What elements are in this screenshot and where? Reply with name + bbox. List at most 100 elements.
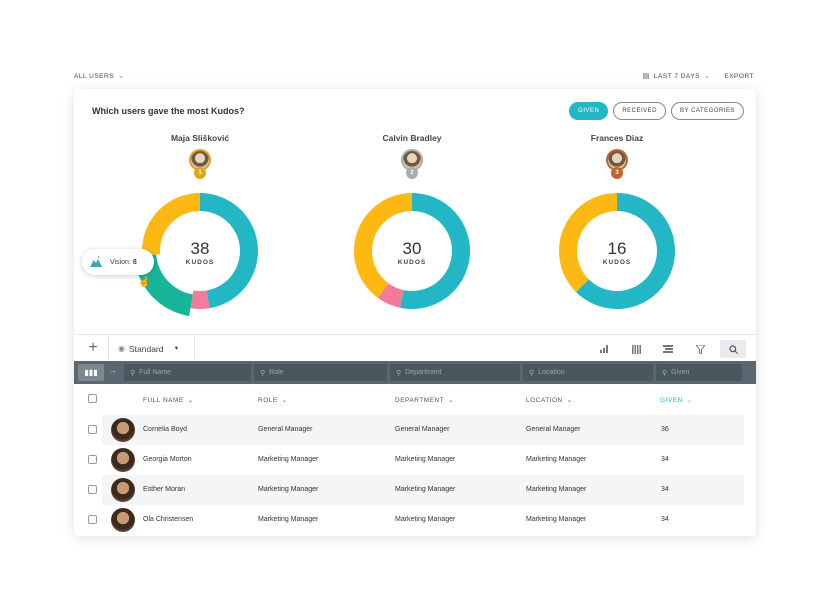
table-row[interactable]: Georgia Morton Marketing Manager Marketi… [74,445,756,475]
donut-slice[interactable] [377,283,404,308]
tooltip-label: Vision: [110,258,133,266]
cell-role: General Manager [258,426,313,433]
select-all-checkbox[interactable] [88,394,97,403]
cell-given: 36 [661,426,669,433]
add-icon[interactable]: + [88,339,98,356]
date-range-dropdown[interactable]: ▤ LAST 7 DAYS ⌄ [642,72,711,81]
donut-user-name: Calvin Bradley [382,133,442,143]
columns-icon[interactable] [620,340,652,358]
column-header-role[interactable]: ROLE ⌄ [258,396,288,405]
avatar [111,478,135,502]
column-header-label: ROLE [258,396,278,404]
view-select[interactable]: ◉ Standard ▼ [108,335,195,362]
donut-slice[interactable] [142,193,200,256]
department-filter[interactable]: ⚲ Department [390,364,520,381]
search-icon: ⚲ [260,369,266,377]
donut-block: Maja Slišković 1 [135,133,265,183]
cell-given: 34 [661,486,669,493]
full-name-filter[interactable]: ⚲ Full Name [124,364,251,381]
top-bar: ALL USERS ⌄ ▤ LAST 7 DAYS ⌄ EXPORT [74,71,756,83]
donut-center: 38 KUDOS [160,239,240,266]
cell-given: 34 [661,456,669,463]
table-header: FULL NAME ⌄ ROLE ⌄ DEPARTMENT ⌄ LOCATION ⌄ G… [74,386,756,412]
search-icon: ⚲ [529,369,535,377]
table-row[interactable]: Esther Moran Marketing Manager Marketing… [74,475,756,505]
row-checkbox[interactable] [88,425,97,434]
donut-total: 38 [190,239,210,258]
donut-slice[interactable] [354,193,412,298]
eye-icon: ◉ [118,344,125,353]
cell-full-name: Georgia Morton [143,456,192,463]
filter-icon[interactable] [684,340,716,358]
card-title: Which users gave the most Kudos? [92,106,245,116]
search-icon: ⚲ [396,369,402,377]
avatar [111,508,135,532]
cell-location: Marketing Manager [526,456,587,463]
donut-center: 16 KUDOS [577,239,657,266]
caret-down-icon: ▼ [173,345,180,352]
silver-medal-icon: 2 [406,167,418,179]
group-icon[interactable] [652,340,684,358]
avatar [111,448,135,472]
user-filter-dropdown[interactable]: ALL USERS ⌄ [74,72,124,81]
cell-location: General Manager [526,426,581,433]
donut-slice[interactable] [575,193,675,309]
toggle-received[interactable]: RECEIVED [613,102,667,120]
column-header-department[interactable]: DEPARTMENT ⌄ [395,396,455,405]
chevron-down-icon: ⌄ [704,73,711,80]
date-range-label: LAST 7 DAYS [653,72,701,80]
donut-total: 16 [607,239,627,258]
cell-role: Marketing Manager [258,456,319,463]
cell-location: Marketing Manager [526,516,587,523]
search-icon[interactable] [720,340,746,358]
donut-unit: KUDOS [397,259,427,266]
pointer-cursor-icon: ☝ [138,277,151,288]
column-header-location[interactable]: LOCATION ⌄ [526,396,573,405]
chevron-down-icon: ⌄ [281,397,288,404]
table-row[interactable]: Ola Christensen Marketing Manager Market… [74,505,756,535]
donut-center: 30 KUDOS [372,239,452,266]
view-toggle-group: GIVEN RECEIVED BY CATEGORIES [569,102,744,120]
donut-chart[interactable] [352,191,472,311]
column-header-label: DEPARTMENT [395,396,445,404]
arrow-right-icon: → [109,366,117,375]
avatar [111,418,135,442]
cell-location: Marketing Manager [526,486,587,493]
table-row[interactable]: Cornelia Boyd General Manager General Ma… [74,415,756,445]
cell-department: Marketing Manager [395,516,456,523]
column-header-given[interactable]: GIVEN ⌄ [660,396,693,405]
chevron-down-icon: ⌄ [187,397,194,404]
role-filter[interactable]: ⚲ Role [254,364,387,381]
donut-unit: KUDOS [602,259,632,266]
bar-chart-icon[interactable] [588,340,620,358]
row-checkbox[interactable] [88,455,97,464]
donut-slice[interactable] [559,193,617,293]
given-filter[interactable]: ⚲ Given [656,364,742,381]
cell-given: 34 [661,516,669,523]
donut-slice[interactable] [399,193,471,309]
location-filter-placeholder: Location [538,369,565,376]
columns-toggle-icon[interactable]: ▮▮▮ [78,364,104,381]
chevron-down-icon: ⌄ [448,397,455,404]
calendar-icon: ▤ [642,73,650,80]
location-filter[interactable]: ⚲ Location [523,364,653,381]
bronze-medal-icon: 3 [611,167,623,179]
column-header-full-name[interactable]: FULL NAME ⌄ [143,396,194,405]
donut-block: Calvin Bradley 2 [347,133,477,183]
toggle-given[interactable]: GIVEN [569,102,609,120]
donut-slice[interactable] [200,193,258,309]
row-checkbox[interactable] [88,485,97,494]
row-checkbox[interactable] [88,515,97,524]
cell-department: Marketing Manager [395,456,456,463]
user-filter-label: ALL USERS [74,72,115,80]
column-header-label: FULL NAME [143,396,184,404]
donut-slice[interactable] [190,290,210,309]
chart-tooltip: Vision: 8 [82,249,154,275]
column-header-label: LOCATION [526,396,563,404]
donut-unit: KUDOS [185,259,215,266]
cell-department: General Manager [395,426,450,433]
export-button[interactable]: EXPORT [724,72,754,80]
toggle-by-categories[interactable]: BY CATEGORIES [671,102,744,120]
department-filter-placeholder: Department [405,369,442,376]
donut-chart[interactable] [557,191,677,311]
